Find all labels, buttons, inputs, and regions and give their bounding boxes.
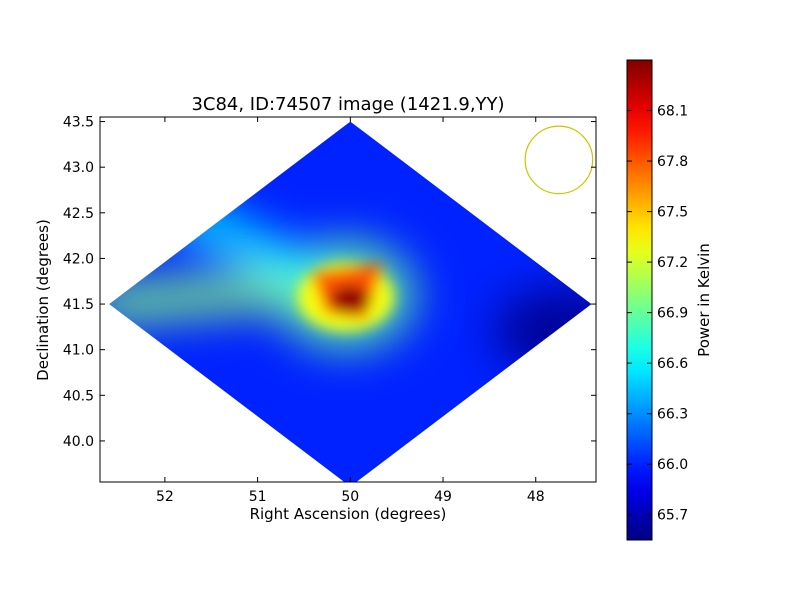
beam-circle xyxy=(524,125,594,195)
x-tick-label: 51 xyxy=(249,489,267,505)
y-tick-label: 42.5 xyxy=(63,206,94,222)
colorbar-tick-label: 65.7 xyxy=(657,508,688,524)
chart-title: 3C84, ID:74507 image (1421.9,YY) xyxy=(191,94,504,115)
colorbar: 65.7 66.0 66.3 66.6 66.9 67.2 67.5 67.8 68.1 Pow… xyxy=(626,59,713,541)
y-tick-label: 41.5 xyxy=(63,297,94,313)
x-axis: 52 51 50 49 48 xyxy=(156,117,545,505)
y-tick-label: 40.5 xyxy=(63,388,94,404)
colorbar-tick-label: 66.9 xyxy=(657,306,688,322)
x-tick-label: 48 xyxy=(527,489,545,505)
colorbar-label: Power in Kelvin xyxy=(695,243,713,357)
y-tick-label: 40.0 xyxy=(63,434,94,450)
x-axis-label: Right Ascension (degrees) xyxy=(250,505,447,523)
y-axis-label: Declination (degrees) xyxy=(34,219,52,381)
colorbar-tick-label: 67.8 xyxy=(657,154,688,170)
heatmap-peak xyxy=(330,285,371,314)
x-tick-label: 50 xyxy=(341,489,359,505)
colorbar-gradient xyxy=(627,60,652,540)
y-tick-label: 43.5 xyxy=(63,115,94,131)
colorbar-tick-label: 68.1 xyxy=(657,104,688,120)
x-tick-label: 49 xyxy=(434,489,452,505)
y-tick-label: 43.0 xyxy=(63,160,94,176)
y-axis: 40.0 40.5 41.0 41.5 42.0 42.5 43.0 43.5 xyxy=(63,115,596,450)
heatmap-ridge xyxy=(109,266,342,324)
colorbar-tick-label: 66.6 xyxy=(657,356,688,372)
y-tick-label: 42.0 xyxy=(63,251,94,267)
colorbar-tick-label: 66.0 xyxy=(657,457,688,473)
colorbar-tick-label: 67.2 xyxy=(657,255,688,271)
y-tick-label: 41.0 xyxy=(63,343,94,359)
colorbar-tick-label: 67.5 xyxy=(657,205,688,221)
colorbar-tick-label: 66.3 xyxy=(657,407,688,423)
plot-frame xyxy=(99,116,597,483)
colorbar-frame xyxy=(626,59,653,541)
x-tick-label: 52 xyxy=(156,489,174,505)
